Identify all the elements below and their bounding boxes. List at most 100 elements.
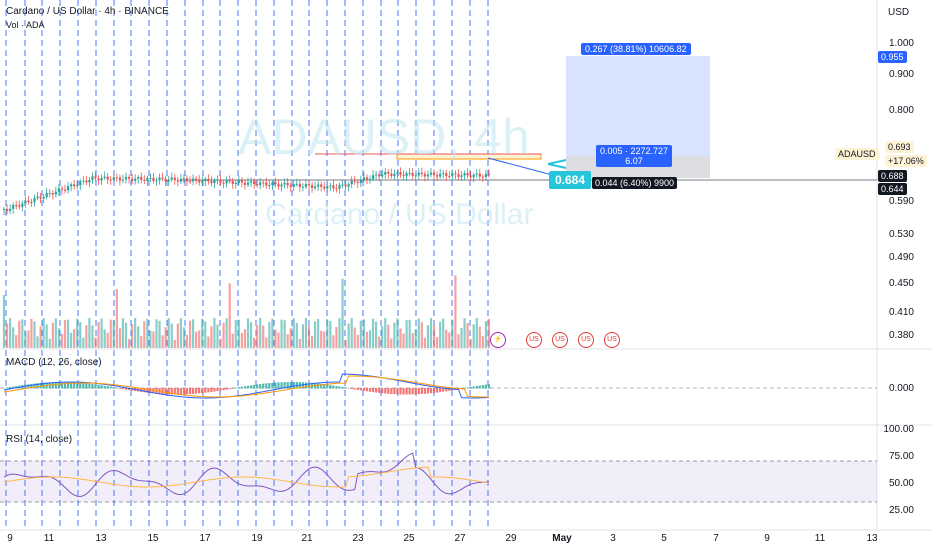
price-tick: 0.900 (888, 69, 914, 80)
macd-title[interactable]: MACD (12, 26, close) (6, 357, 102, 368)
volume-bar (341, 278, 344, 348)
volume-bar (472, 324, 475, 348)
macd-histogram (240, 386, 243, 389)
volume-bar (18, 320, 21, 348)
macd-histogram (12, 386, 15, 389)
macd-histogram (442, 388, 445, 392)
candle-body (137, 177, 140, 179)
candle-body (240, 180, 243, 183)
volume-bar (307, 326, 311, 348)
candle-body (436, 175, 439, 177)
candle-body (237, 180, 240, 184)
event-flag-icon[interactable]: US (578, 332, 594, 348)
time-tick: 7 (713, 533, 719, 544)
time-tick: May (552, 533, 572, 544)
candle-body (329, 185, 332, 187)
candle-body (460, 175, 463, 177)
candle-body (359, 179, 362, 183)
rsi-line (3, 452, 490, 498)
macd-histogram (420, 388, 423, 394)
macd-histogram (338, 386, 341, 389)
mid-label: 0.005 · 2272.727 6.07 (596, 145, 673, 167)
target-price-tag: 0.955 (878, 51, 907, 63)
candle-body (426, 174, 430, 177)
volume-bar (79, 322, 82, 348)
price-tick: 0.380 (888, 330, 914, 341)
macd-histogram (381, 388, 384, 394)
macd-histogram (317, 383, 320, 389)
volume-bar (51, 322, 54, 348)
macd-histogram (33, 383, 36, 389)
candle-body (164, 178, 167, 182)
candle-body (432, 172, 436, 176)
volume-bar (253, 337, 256, 348)
macd-histogram (423, 388, 426, 394)
macd-histogram (286, 382, 289, 389)
volume-bar (381, 326, 384, 348)
volume-bar (432, 325, 436, 348)
macd-histogram (85, 383, 88, 389)
candle-body (33, 198, 36, 203)
macd-histogram (27, 384, 30, 389)
candle-body (289, 185, 292, 187)
volume-bar (45, 324, 48, 348)
mid-label-line1: 0.005 · 2272.727 (600, 146, 669, 156)
volume-bar (249, 322, 253, 348)
macd-histogram (359, 388, 362, 391)
macd-histogram (188, 388, 192, 395)
macd-histogram (405, 388, 408, 395)
volume-bar (12, 327, 15, 348)
candle-body (317, 184, 320, 187)
candle-body (109, 179, 112, 181)
macd-histogram (323, 384, 326, 389)
price-tick: 0.800 (888, 105, 914, 116)
event-flag-icon[interactable]: US (552, 332, 568, 348)
event-flag-icon[interactable]: US (526, 332, 542, 348)
macd-histogram (192, 388, 195, 394)
macd-histogram (301, 382, 304, 389)
macd-histogram (487, 384, 491, 389)
candle-body (307, 184, 311, 186)
entry-marker[interactable]: 0.684 (549, 171, 592, 189)
candle-body (152, 177, 155, 181)
candle-body (253, 181, 256, 185)
macd-histogram (384, 388, 387, 394)
volume-bar (378, 336, 381, 348)
time-tick: 5 (661, 533, 667, 544)
volume-bar (143, 321, 146, 348)
signal-line (3, 375, 489, 398)
macd-histogram (158, 388, 161, 394)
rsi-title[interactable]: RSI (14, close) (6, 434, 73, 445)
candle-body (24, 200, 27, 204)
volume-bar (127, 338, 131, 348)
macd-histogram (335, 385, 338, 389)
candle-body (423, 173, 426, 177)
volume-bar (106, 332, 109, 348)
macd-histogram (411, 388, 414, 395)
event-flag-icon[interactable]: US (604, 332, 620, 348)
lightning-icon[interactable]: ⚡ (490, 332, 506, 348)
currency-label[interactable]: USD (888, 7, 910, 18)
volume-bar (85, 325, 88, 348)
volume-bar (27, 330, 30, 348)
candle-body (112, 177, 115, 181)
candle-body (219, 179, 222, 183)
volume-bar (131, 324, 134, 348)
volume-bar (231, 333, 234, 348)
candle-body (368, 179, 372, 181)
volume-bar (30, 318, 33, 348)
macd-histogram (362, 388, 365, 391)
volume-bar (451, 319, 454, 348)
volume-bar (82, 337, 85, 348)
macd-histogram (82, 383, 85, 389)
candle-body (2, 208, 6, 210)
rsi-tick: 100.00 (883, 424, 914, 435)
time-tick: 13 (866, 533, 878, 544)
volume-label[interactable]: Vol · ADA (6, 20, 45, 30)
macd-histogram (253, 384, 256, 389)
symbol-title[interactable]: Cardano / US Dollar · 4h · BINANCE (6, 6, 169, 17)
macd-histogram (432, 388, 436, 393)
candle-body (18, 205, 21, 207)
candle-body (118, 177, 121, 181)
